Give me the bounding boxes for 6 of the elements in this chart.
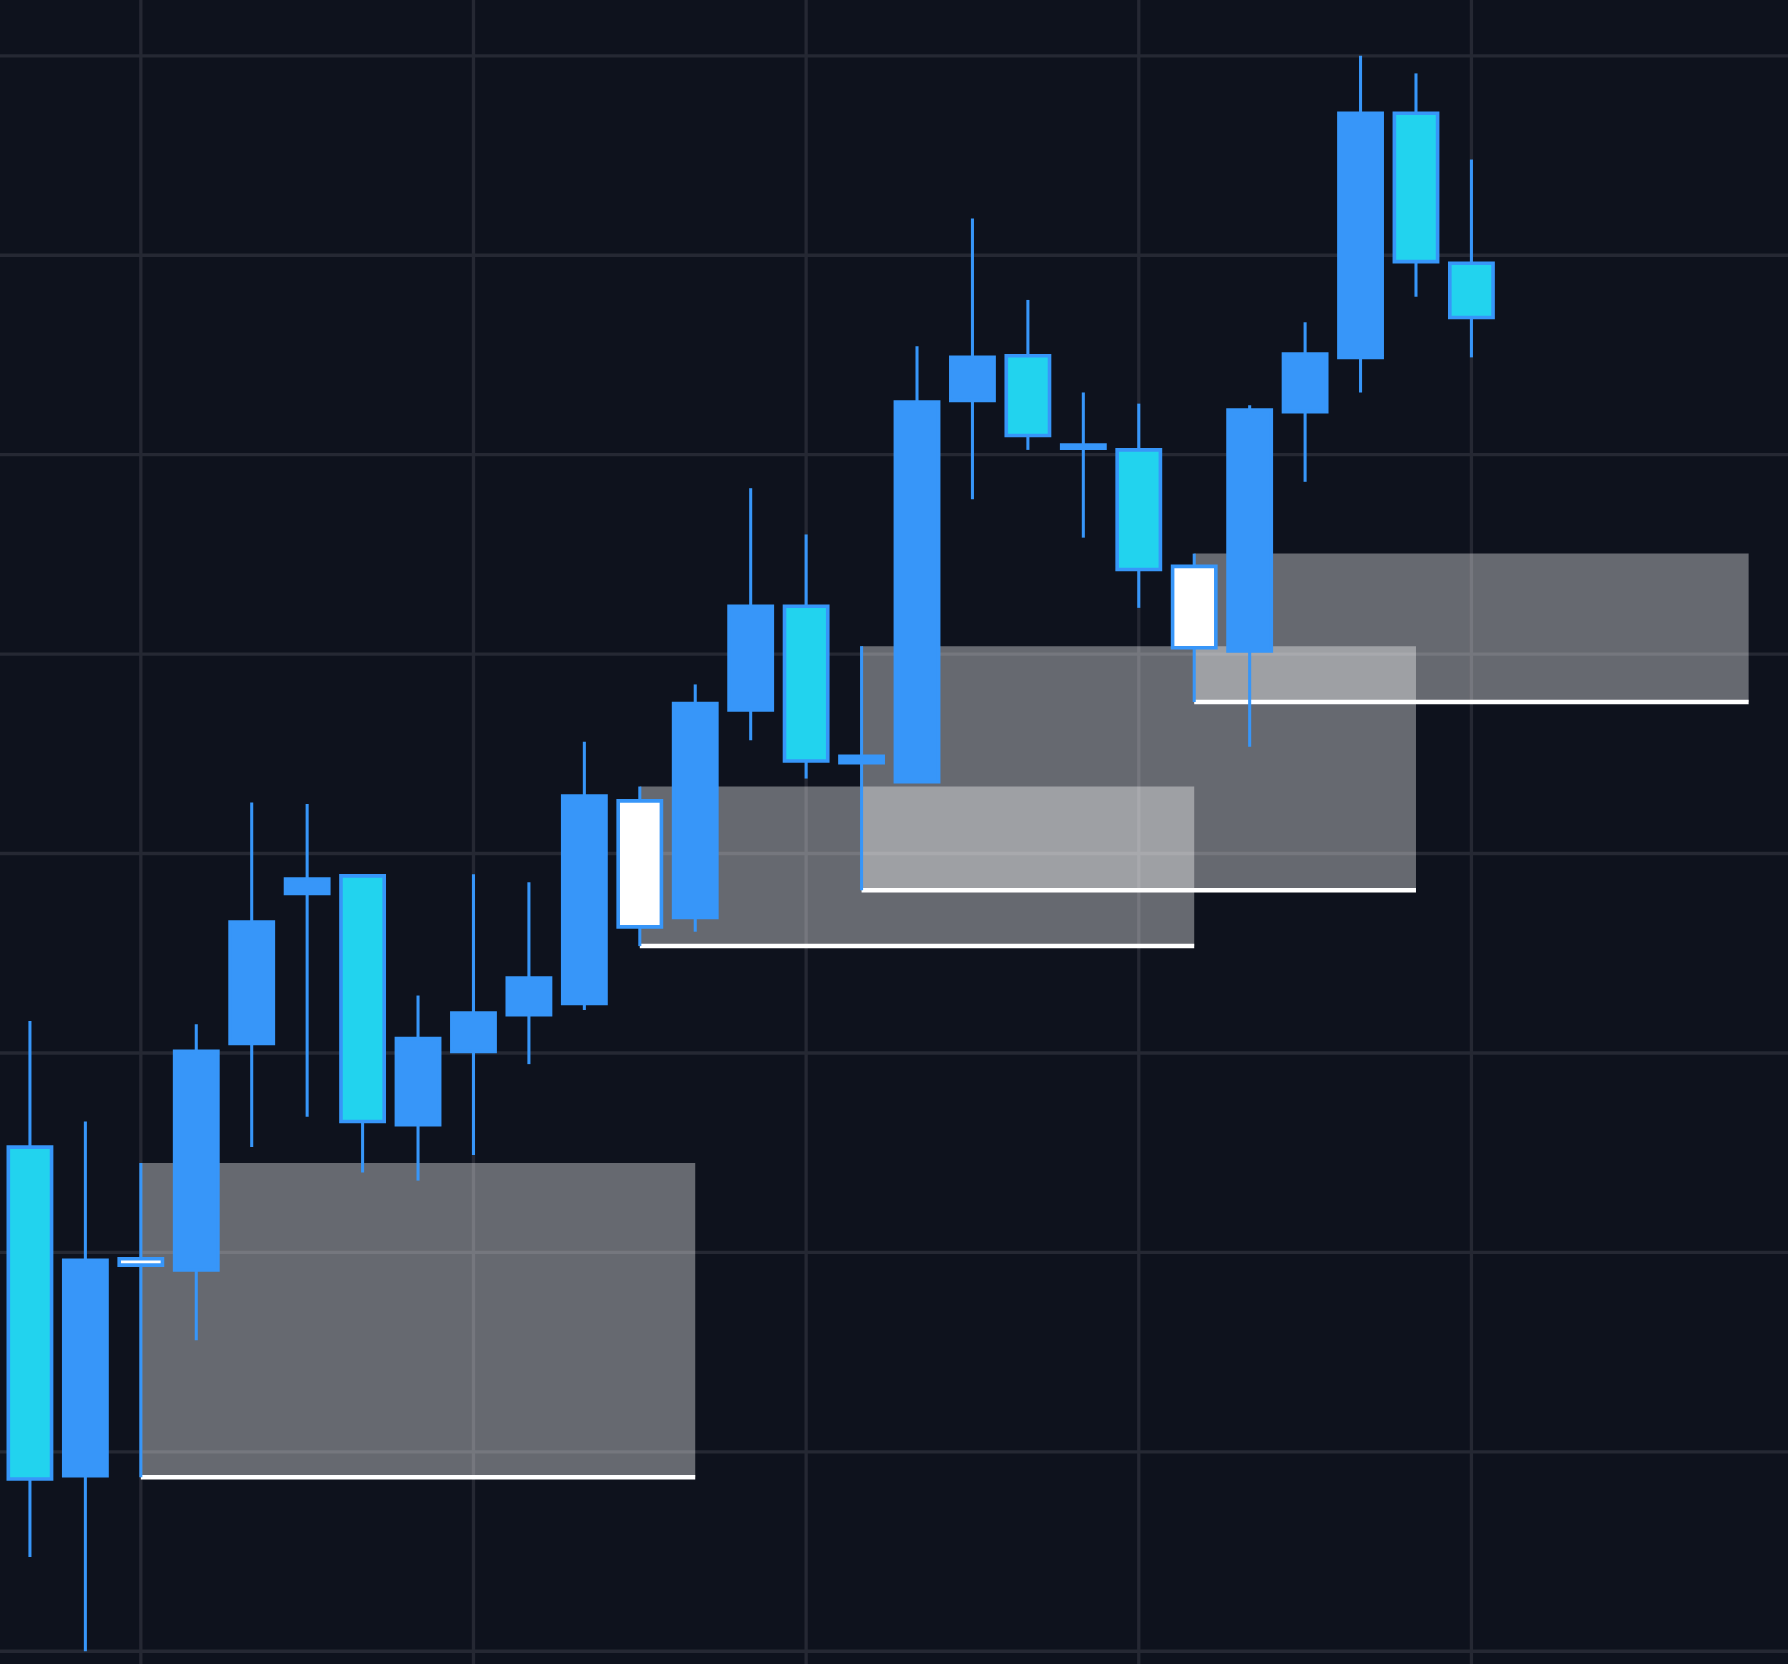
- candlestick: [505, 880, 553, 1066]
- candlestick: [949, 217, 996, 501]
- candlestick: [838, 644, 885, 892]
- candlestick: [283, 802, 331, 1119]
- candlestick: [450, 872, 497, 1157]
- candlestick: [1059, 390, 1107, 540]
